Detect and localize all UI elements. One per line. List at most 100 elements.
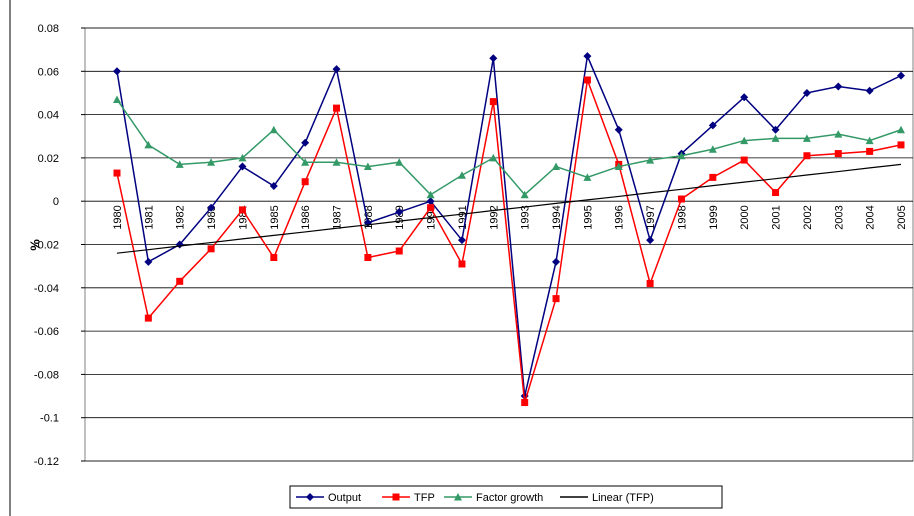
legend-box xyxy=(289,485,723,509)
series-line xyxy=(116,99,902,196)
marker xyxy=(144,257,153,266)
marker xyxy=(176,277,184,285)
marker xyxy=(897,141,905,149)
x-tick-label: 1981 xyxy=(143,205,155,229)
marker xyxy=(865,136,874,145)
marker xyxy=(457,171,466,179)
y-tick-label: -0.1 xyxy=(40,413,59,425)
marker xyxy=(457,236,466,245)
y-tick-label: -0.04 xyxy=(34,283,59,295)
marker xyxy=(238,153,247,162)
marker xyxy=(426,197,435,206)
marker xyxy=(113,95,121,103)
x-tick-label: 1985 xyxy=(269,205,281,229)
marker xyxy=(521,399,529,407)
marker xyxy=(646,279,654,287)
marker xyxy=(552,295,560,303)
y-tick-label: 0.02 xyxy=(38,153,59,165)
marker xyxy=(552,257,561,266)
marker xyxy=(207,203,216,212)
marker xyxy=(802,88,811,97)
x-tick-label: 1986 xyxy=(300,205,312,229)
marker xyxy=(306,493,314,501)
y-tick-label: -0.12 xyxy=(34,456,59,468)
marker xyxy=(677,195,685,203)
marker xyxy=(834,150,842,158)
y-tick-label: -0.08 xyxy=(34,369,59,381)
marker xyxy=(458,260,466,268)
legend-label: Output xyxy=(328,492,361,504)
marker xyxy=(740,93,749,102)
marker xyxy=(395,158,404,166)
marker xyxy=(614,125,623,134)
x-tick-label: 2000 xyxy=(739,205,751,229)
marker xyxy=(489,98,497,106)
marker xyxy=(834,130,843,138)
series xyxy=(113,95,905,199)
x-tick-label: 1992 xyxy=(488,205,500,229)
series-line xyxy=(116,79,902,403)
y-axis-label: % xyxy=(27,239,42,251)
y-tick-label: 0.08 xyxy=(38,23,59,35)
marker xyxy=(269,125,278,134)
marker xyxy=(144,314,152,322)
x-tick-label: 2001 xyxy=(771,205,783,229)
marker xyxy=(802,134,811,142)
x-tick-label: 1983 xyxy=(206,205,218,229)
marker xyxy=(897,125,905,134)
marker xyxy=(364,253,372,261)
y-tick-label: -0.06 xyxy=(34,326,59,338)
marker xyxy=(270,253,278,261)
marker xyxy=(395,208,404,217)
x-tick-label: 1991 xyxy=(457,205,469,229)
marker xyxy=(269,182,278,191)
marker xyxy=(427,204,435,212)
marker xyxy=(113,169,121,177)
marker xyxy=(834,82,843,91)
marker xyxy=(520,190,529,199)
marker xyxy=(677,151,686,160)
marker xyxy=(771,125,780,134)
marker xyxy=(301,158,310,166)
marker xyxy=(708,145,717,153)
marker xyxy=(207,158,216,166)
x-tick-label: 1995 xyxy=(582,205,594,229)
marker xyxy=(301,138,310,147)
marker xyxy=(454,493,462,501)
marker xyxy=(392,493,400,501)
marker xyxy=(866,147,874,155)
marker xyxy=(144,140,153,149)
x-tick-label: 1997 xyxy=(645,205,657,229)
marker xyxy=(301,178,309,186)
marker xyxy=(175,160,184,168)
marker xyxy=(426,190,435,199)
marker xyxy=(646,236,655,245)
series xyxy=(116,163,902,254)
marker xyxy=(395,247,403,255)
marker xyxy=(772,189,780,197)
x-tick-label: 1980 xyxy=(112,205,124,229)
legend-label: TFP xyxy=(414,492,435,504)
marker xyxy=(363,162,372,171)
x-tick-label: 1987 xyxy=(332,205,344,229)
marker xyxy=(113,67,121,76)
marker xyxy=(865,86,874,95)
x-tick-label: 1999 xyxy=(708,205,720,229)
series-line xyxy=(116,53,902,397)
marker xyxy=(646,156,655,164)
y-tick-label: -0.02 xyxy=(34,240,59,252)
legend: Output TFP Factor growth Linear (TFP) xyxy=(289,485,723,509)
marker xyxy=(583,76,591,84)
x-tick-label: 1989 xyxy=(394,205,406,229)
y-tick-label: 0.06 xyxy=(38,66,59,78)
y-tick-label: 0 xyxy=(53,196,59,208)
x-tick-label: 1982 xyxy=(175,205,187,229)
marker xyxy=(740,156,748,164)
x-tick-label: 2003 xyxy=(833,205,845,229)
marker xyxy=(897,71,905,80)
marker xyxy=(333,104,341,112)
marker xyxy=(583,173,592,181)
marker xyxy=(489,153,498,162)
